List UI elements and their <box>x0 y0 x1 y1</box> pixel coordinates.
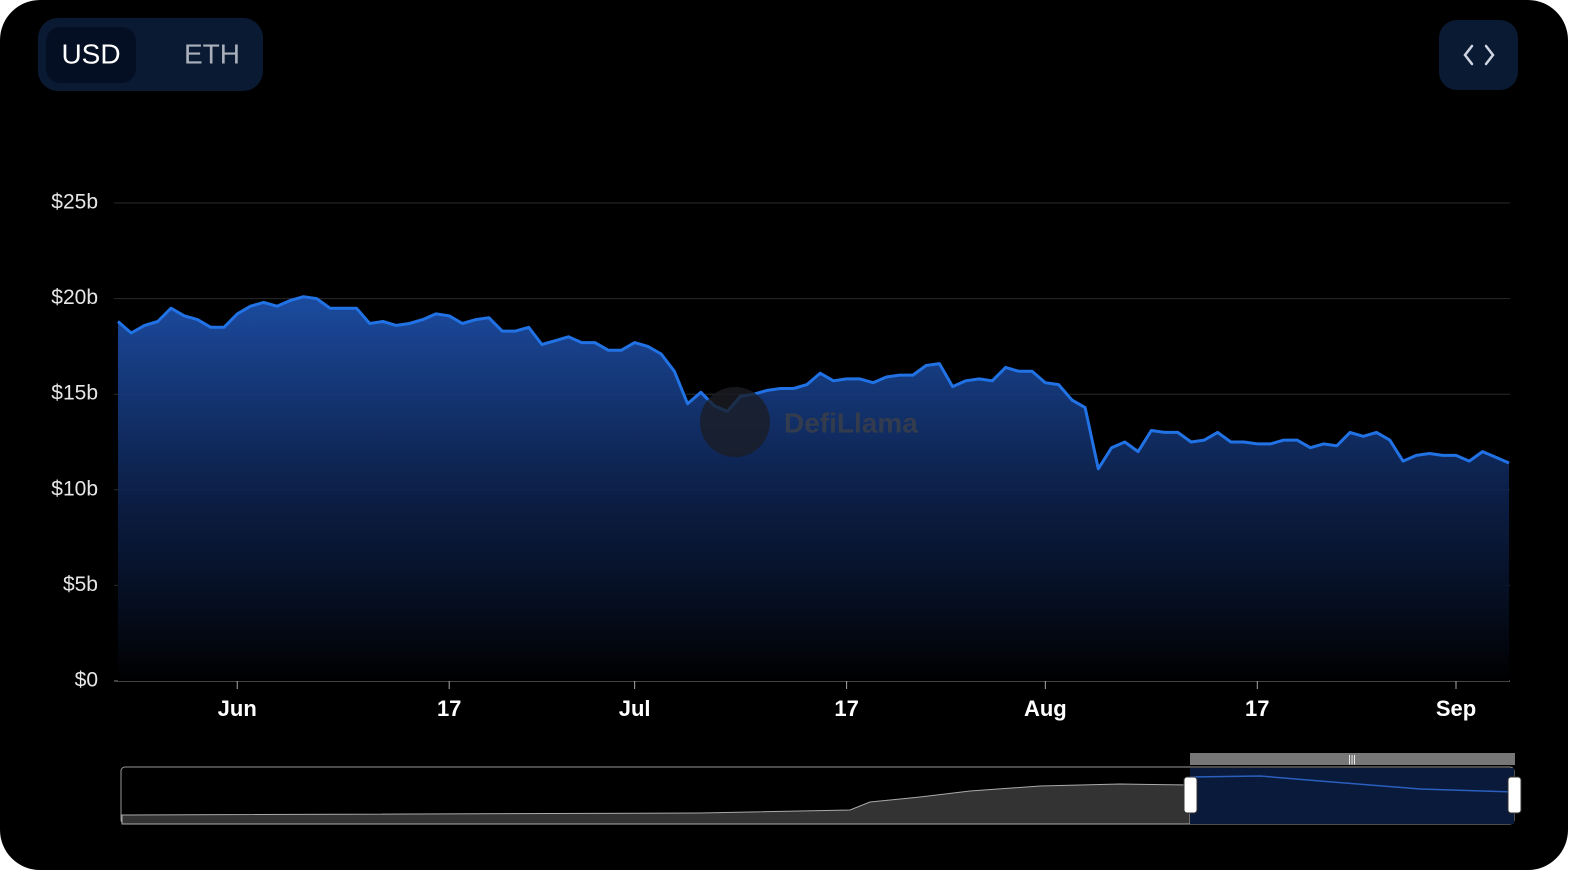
slider-handle[interactable] <box>1507 776 1522 814</box>
watermark: DefiLlama <box>784 407 918 438</box>
x-tick-label: Jun <box>218 696 257 721</box>
toggle-option[interactable]: ETH <box>184 38 240 69</box>
line <box>117 295 1510 471</box>
slider-bar[interactable] <box>1190 753 1515 765</box>
overview-line <box>1189 775 1515 793</box>
x-tick-label: 17 <box>1245 696 1269 721</box>
plot: $0 $5b $10b $15b $20b $25b Jun 17 Jul 17 Aug 17 Sep <box>51 191 1510 721</box>
y-tick-label: $0 <box>75 669 98 692</box>
slider-selection <box>1190 768 1514 824</box>
y-tick-label: $20b <box>51 286 98 309</box>
embed-icon <box>1463 44 1495 66</box>
x-tick-label: Sep <box>1436 696 1476 721</box>
area <box>118 296 1509 681</box>
toggle-selected[interactable] <box>46 27 136 83</box>
slider-grip: ||| <box>1348 755 1356 766</box>
overview-area <box>121 783 1191 825</box>
y-tick-label: $15b <box>51 382 98 405</box>
x-tick-label: 17 <box>437 696 461 721</box>
watermark-logo <box>700 387 770 457</box>
x-tick-label: 17 <box>834 696 858 721</box>
y-tick-label: $10b <box>51 477 98 500</box>
slider-handle[interactable] <box>1183 776 1198 814</box>
y-tick-label: $25b <box>51 191 98 214</box>
x-tick-label: Aug <box>1024 696 1067 721</box>
y-tick-label: $5b <box>63 573 98 596</box>
embed-button[interactable] <box>1439 20 1518 90</box>
x-tick-label: Jul <box>619 696 651 721</box>
toggle-option[interactable]: USD <box>61 38 120 69</box>
